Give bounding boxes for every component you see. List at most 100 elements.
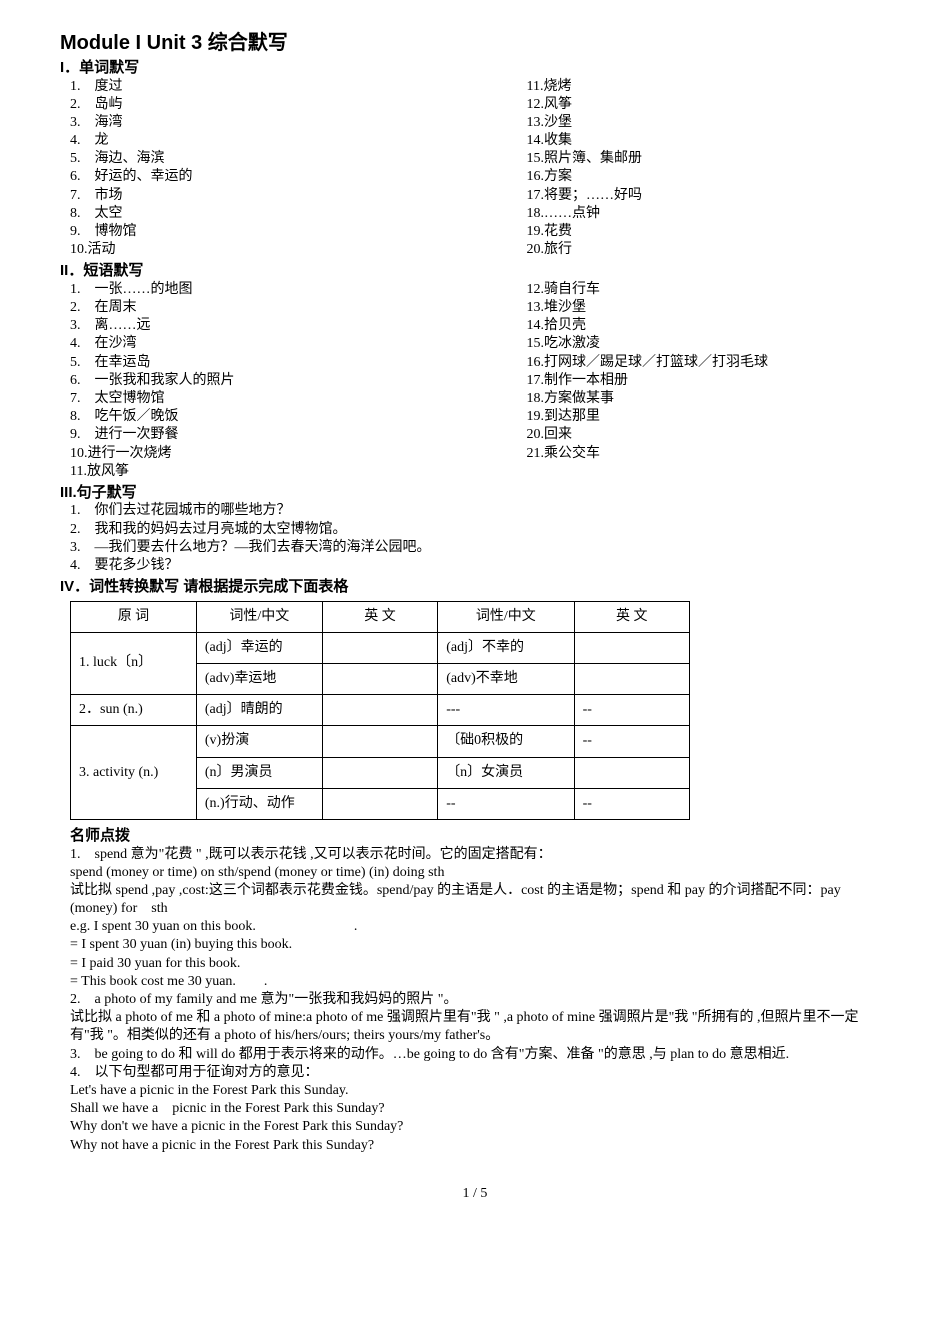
table-cell xyxy=(322,726,437,757)
list-item: 1. 度过 xyxy=(60,78,517,96)
table-cell: (v)扮演 xyxy=(196,726,322,757)
tips-line: 4. 以下句型都可用于征询对方的意见： xyxy=(70,1064,890,1082)
tips-line: 3. be going to do 和 will do 都用于表示将来的动作。…… xyxy=(70,1046,890,1064)
table-cell: -- xyxy=(574,726,689,757)
tips-line: = I paid 30 yuan for this book. xyxy=(70,955,890,973)
table-cell: (adj〕幸运的 xyxy=(196,632,322,663)
table-cell xyxy=(574,632,689,663)
table-header: 词性/中文 xyxy=(438,601,574,632)
list-item: 18.……点钟 xyxy=(517,205,891,223)
table-cell: -- xyxy=(574,788,689,819)
tips-line: 试比拟 a photo of me 和 a photo of mine:a ph… xyxy=(70,1009,890,1045)
list-item: 12.骑自行车 xyxy=(517,281,891,299)
list-item: 20.回来 xyxy=(517,426,891,444)
table-header: 原 词 xyxy=(71,601,197,632)
section2-heading: II．短语默写 xyxy=(60,261,890,281)
tips-line: = This book cost me 30 yuan. . xyxy=(70,973,890,991)
list-item: 1. 一张……的地图 xyxy=(60,281,517,299)
section1-left-col: 1. 度过2. 岛屿3. 海湾4. 龙5. 海边、海滨6. 好运的、幸运的7. … xyxy=(60,78,517,260)
list-item: 12.风筝 xyxy=(517,96,891,114)
table-cell: (adv)幸运地 xyxy=(196,664,322,695)
list-item: 14.拾贝壳 xyxy=(517,317,891,335)
list-item: 2. 岛屿 xyxy=(60,96,517,114)
table-cell: --- xyxy=(438,695,574,726)
list-item: 21.乘公交车 xyxy=(517,445,891,463)
table-cell: (adj〕不幸的 xyxy=(438,632,574,663)
list-item: 11.烧烤 xyxy=(517,78,891,96)
list-item: 10.进行一次烧烤 xyxy=(60,445,517,463)
list-item: 11.放风筝 xyxy=(60,463,517,481)
table-cell: 3. activity (n.) xyxy=(71,726,197,820)
tips-line: Let's have a picnic in the Forest Park t… xyxy=(70,1082,890,1100)
table-cell: (adj〕晴朗的 xyxy=(196,695,322,726)
list-item: 5. 海边、海滨 xyxy=(60,150,517,168)
table-cell xyxy=(322,695,437,726)
tips-line: = I spent 30 yuan (in) buying this book. xyxy=(70,936,890,954)
table-cell: (n.)行动、动作 xyxy=(196,788,322,819)
section4-heading: IV．词性转换默写 请根据提示完成下面表格 xyxy=(60,577,890,597)
page-number: 1 / 5 xyxy=(60,1185,890,1203)
table-cell xyxy=(574,757,689,788)
table-cell: 〔础0积极的 xyxy=(438,726,574,757)
tips-line: 2. a photo of my family and me 意为"一张我和我妈… xyxy=(70,991,890,1009)
table-cell: -- xyxy=(438,788,574,819)
document-title: Module I Unit 3 综合默写 xyxy=(60,30,890,56)
table-cell xyxy=(322,632,437,663)
table-row: 2．sun (n.)(adj〕晴朗的----- xyxy=(71,695,690,726)
list-item: 17.将要；……好吗 xyxy=(517,187,891,205)
table-row: 1. luck〔n〕(adj〕幸运的(adj〕不幸的 xyxy=(71,632,690,663)
list-item: 5. 在幸运岛 xyxy=(60,354,517,372)
conversion-table: 原 词词性/中文英 文词性/中文英 文1. luck〔n〕(adj〕幸运的(ad… xyxy=(70,601,690,820)
list-item: 17.制作一本相册 xyxy=(517,372,891,390)
list-item: 13.堆沙堡 xyxy=(517,299,891,317)
tips-body: 1. spend 意为"花费 " ,既可以表示花钱 ,又可以表示花时间。它的固定… xyxy=(70,846,890,1155)
table-cell: 1. luck〔n〕 xyxy=(71,632,197,694)
list-item: 19.到达那里 xyxy=(517,408,891,426)
list-item: 18.方案做某事 xyxy=(517,390,891,408)
list-item: 3. 离……远 xyxy=(60,317,517,335)
list-item: 8. 太空 xyxy=(60,205,517,223)
list-item: 13.沙堡 xyxy=(517,114,891,132)
list-item: 6. 好运的、幸运的 xyxy=(60,168,517,186)
section2-right-col: 12.骑自行车13.堆沙堡14.拾贝壳15.吃冰激凌16.打网球／踢足球／打篮球… xyxy=(517,281,891,481)
tips-line: e.g. I spent 30 yuan on this book. . xyxy=(70,918,890,936)
table-cell: (n〕男演员 xyxy=(196,757,322,788)
table-cell xyxy=(574,664,689,695)
list-item: 15.吃冰激凌 xyxy=(517,335,891,353)
list-item: 19.花费 xyxy=(517,223,891,241)
table-cell: (adv)不幸地 xyxy=(438,664,574,695)
section3-heading: III.句子默写 xyxy=(60,483,890,503)
table-cell xyxy=(322,757,437,788)
list-item: 8. 吃午饭／晚饭 xyxy=(60,408,517,426)
list-item: 9. 博物馆 xyxy=(60,223,517,241)
tips-line: Why not have a picnic in the Forest Park… xyxy=(70,1137,890,1155)
tips-line: 1. spend 意为"花费 " ,既可以表示花钱 ,又可以表示花时间。它的固定… xyxy=(70,846,890,864)
list-item: 14.收集 xyxy=(517,132,891,150)
table-row: 3. activity (n.)(v)扮演〔础0积极的-- xyxy=(71,726,690,757)
list-item: 4. 龙 xyxy=(60,132,517,150)
tips-line: Shall we have a picnic in the Forest Par… xyxy=(70,1100,890,1118)
section1-right-col: 11.烧烤12.风筝13.沙堡14.收集15.照片簿、集邮册16.方案17.将要… xyxy=(517,78,891,260)
section2-body: 1. 一张……的地图2. 在周末3. 离……远4. 在沙湾5. 在幸运岛6. 一… xyxy=(60,281,890,481)
section3-body: 1. 你们去过花园城市的哪些地方？2. 我和我的妈妈去过月亮城的太空博物馆。3.… xyxy=(60,502,890,575)
list-item: 2. 我和我的妈妈去过月亮城的太空博物馆。 xyxy=(60,521,890,539)
table-cell xyxy=(322,788,437,819)
list-item: 6. 一张我和我家人的照片 xyxy=(60,372,517,390)
section2-left-col: 1. 一张……的地图2. 在周末3. 离……远4. 在沙湾5. 在幸运岛6. 一… xyxy=(60,281,517,481)
list-item: 15.照片簿、集邮册 xyxy=(517,150,891,168)
list-item: 16.打网球／踢足球／打篮球／打羽毛球 xyxy=(517,354,891,372)
list-item: 16.方案 xyxy=(517,168,891,186)
list-item: 7. 市场 xyxy=(60,187,517,205)
table-header: 词性/中文 xyxy=(196,601,322,632)
list-item: 7. 太空博物馆 xyxy=(60,390,517,408)
section1-heading: I．单词默写 xyxy=(60,58,890,78)
tips-line: 试比拟 spend ,pay ,cost:这三个词都表示花费金钱。spend/p… xyxy=(70,882,890,918)
table-cell: 2．sun (n.) xyxy=(71,695,197,726)
list-item: 2. 在周末 xyxy=(60,299,517,317)
list-item: 3. —我们要去什么地方？—我们去春天湾的海洋公园吧。 xyxy=(60,539,890,557)
table-cell: 〔n〕女演员 xyxy=(438,757,574,788)
tips-heading: 名师点拨 xyxy=(70,826,890,846)
table-header: 英 文 xyxy=(322,601,437,632)
list-item: 4. 在沙湾 xyxy=(60,335,517,353)
tips-line: Why don't we have a picnic in the Forest… xyxy=(70,1118,890,1136)
